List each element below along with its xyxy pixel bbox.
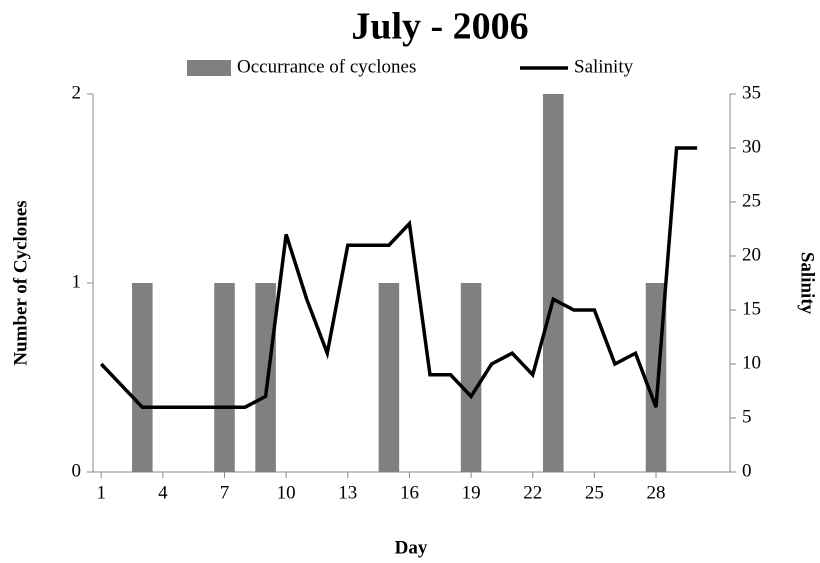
x-tick-label: 13 bbox=[338, 482, 357, 503]
y2-tick-label: 5 bbox=[742, 406, 752, 427]
y2-tick-label: 25 bbox=[742, 190, 761, 211]
bar bbox=[214, 283, 235, 472]
x-tick-label: 16 bbox=[400, 482, 419, 503]
y-tick-label: 0 bbox=[72, 460, 82, 481]
x-tick-label: 25 bbox=[585, 482, 604, 503]
legend-label: Salinity bbox=[574, 56, 634, 77]
x-tick-label: 7 bbox=[220, 482, 230, 503]
y-tick-label: 2 bbox=[72, 82, 82, 103]
bar bbox=[378, 283, 400, 472]
y2-tick-label: 35 bbox=[742, 82, 761, 103]
y2-tick-label: 0 bbox=[742, 460, 752, 481]
bar bbox=[255, 283, 276, 472]
legend-swatch bbox=[187, 60, 231, 76]
bar bbox=[132, 283, 153, 472]
x-axis-label: Day bbox=[395, 537, 428, 558]
x-tick-label: 4 bbox=[158, 482, 168, 503]
legend-label: Occurrance of cyclones bbox=[237, 56, 416, 77]
bar bbox=[460, 283, 482, 472]
y2-axis-label: Salinity bbox=[797, 252, 818, 315]
x-tick-label: 1 bbox=[96, 482, 106, 503]
y2-tick-label: 15 bbox=[742, 298, 761, 319]
y2-tick-label: 30 bbox=[742, 136, 761, 157]
line bbox=[99, 146, 698, 409]
x-tick-label: 10 bbox=[277, 482, 296, 503]
chart-title: July - 2006 bbox=[351, 6, 528, 48]
x-tick-label: 22 bbox=[523, 482, 542, 503]
y2-tick-label: 20 bbox=[742, 244, 761, 265]
x-tick-label: 19 bbox=[462, 482, 481, 503]
x-tick-label: 28 bbox=[647, 482, 666, 503]
bar bbox=[543, 94, 564, 472]
y-tick-label: 1 bbox=[72, 271, 82, 292]
y-axis-label: Number of Cyclones bbox=[10, 200, 31, 365]
y2-tick-label: 10 bbox=[742, 352, 761, 373]
